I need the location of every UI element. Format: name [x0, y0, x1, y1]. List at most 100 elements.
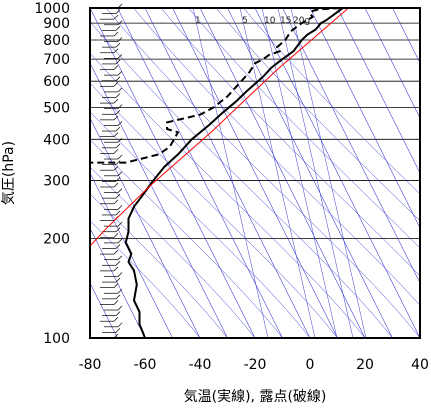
wind-barb-flag: [114, 15, 118, 19]
mixing-ratio-label: 20g: [293, 16, 310, 26]
mixing-ratio-label: 15: [280, 16, 291, 26]
wind-barb-flag: [114, 300, 118, 304]
wind-barb-flag: [118, 272, 122, 276]
isotherm-line: [173, 8, 338, 338]
adiabat-line: [0, 0, 228, 338]
y-tick-label: 200: [43, 232, 70, 248]
y-tick-label: 900: [43, 16, 70, 32]
wind-barb-flag: [116, 328, 120, 332]
y-tick-label: 1000: [34, 1, 70, 17]
x-tick-label: 20: [356, 357, 374, 373]
y-tick-label: 700: [43, 52, 70, 68]
wind-barb-flag: [118, 138, 122, 142]
adiabat-line: [118, 0, 431, 338]
wind-barb-flag: [114, 49, 118, 53]
wind-barb-flag: [118, 71, 122, 75]
adiabat-line: [8, 0, 338, 338]
wind-barb-flag: [116, 278, 120, 282]
isotherm-line: [283, 8, 431, 338]
wind-barb-flag: [114, 250, 118, 254]
wind-barb-flag: [118, 88, 122, 92]
wind-barb-flag: [116, 295, 120, 299]
adiabat-line: [173, 0, 431, 338]
isotherm-lines: [0, 0, 431, 338]
isotherm-line: [63, 8, 228, 338]
wind-barb-flag: [114, 284, 118, 288]
adiabat-line: [63, 0, 393, 338]
y-tick-label: 300: [43, 174, 70, 190]
y-tick-label: 500: [43, 100, 70, 116]
wind-barb-flag: [118, 239, 122, 243]
x-tick-label: -20: [244, 357, 267, 373]
wind-barb-flag: [116, 60, 120, 64]
wind-barb-flag: [114, 99, 118, 103]
isotherm-line: [255, 8, 420, 338]
wind-barb-flag: [114, 233, 118, 237]
y-tick-label: 400: [43, 132, 70, 148]
mixing-ratio-label: 1: [195, 16, 201, 26]
x-tick-label: 0: [306, 357, 315, 373]
mixing-ratio-line: [240, 8, 315, 338]
wind-barb-flag: [114, 317, 118, 321]
temperature-line: [126, 8, 343, 338]
wind-barb-flag: [118, 256, 122, 260]
y-axis-label: 気圧(hPa): [1, 141, 17, 205]
series-layer: [85, 8, 349, 338]
wind-barb-flag: [114, 32, 118, 36]
isotherm-line: [420, 8, 431, 338]
mixing-ratio-line: [278, 8, 353, 338]
wind-barb-flag: [116, 312, 120, 316]
mixing-ratio-line: [262, 8, 337, 338]
wind-barb-flag: [116, 127, 120, 131]
wind-barb-flag: [118, 323, 122, 327]
adiabat-line: [0, 0, 283, 338]
wind-barbs: [100, 4, 122, 338]
wind-barb-flag: [118, 189, 122, 193]
wind-barb-flag: [116, 211, 120, 215]
x-tick-label: 40: [411, 357, 429, 373]
wind-barb-flag: [114, 66, 118, 70]
wind-barb-flag: [116, 261, 120, 265]
wind-barb-flag: [118, 172, 122, 176]
isotherm-line: [118, 8, 283, 338]
wind-barb-flag: [118, 38, 122, 42]
wind-barb-flag: [114, 200, 118, 204]
wind-barb-flag: [114, 149, 118, 153]
x-tick-label: -40: [189, 357, 212, 373]
x-tick-label: -80: [79, 357, 102, 373]
isotherm-line: [0, 8, 145, 338]
wind-barb-flag: [116, 228, 120, 232]
isotherm-line: [310, 8, 431, 338]
wind-barb-flag: [116, 144, 120, 148]
wind-barb-flag: [118, 205, 122, 209]
wind-barb-flag: [114, 183, 118, 187]
wind-barb-flag: [118, 121, 122, 125]
isotherm-line: [228, 8, 393, 338]
y-tick-label: 100: [43, 331, 70, 347]
x-axis-label: 気温(実線), 露点(破線): [184, 389, 327, 405]
wind-barb-flag: [118, 306, 122, 310]
adiabat-line: [228, 0, 431, 338]
wind-barb-flag: [118, 222, 122, 226]
adiabat-line: [0, 0, 310, 338]
wind-barb-flag: [114, 82, 118, 86]
adiabat-line: [35, 0, 365, 338]
wind-barb-flag: [116, 43, 120, 47]
x-tick-label: -60: [134, 357, 157, 373]
mixing-ratio-label: 10: [264, 16, 276, 26]
adiabat-line: [145, 0, 431, 338]
wind-barb-flag: [114, 267, 118, 271]
wind-barb-flag: [116, 93, 120, 97]
mixing-ratio-label: 5: [242, 16, 248, 26]
y-tick-label: 800: [43, 33, 70, 49]
wind-barb-flag: [118, 105, 122, 109]
adiabat-line: [0, 0, 255, 338]
adiabat-line: [200, 0, 431, 338]
isotherm-line: [365, 8, 431, 338]
wind-barb-flag: [114, 133, 118, 137]
wind-barb-flag: [116, 26, 120, 30]
isotherm-line: [200, 8, 365, 338]
wind-barb-flag: [116, 77, 120, 81]
